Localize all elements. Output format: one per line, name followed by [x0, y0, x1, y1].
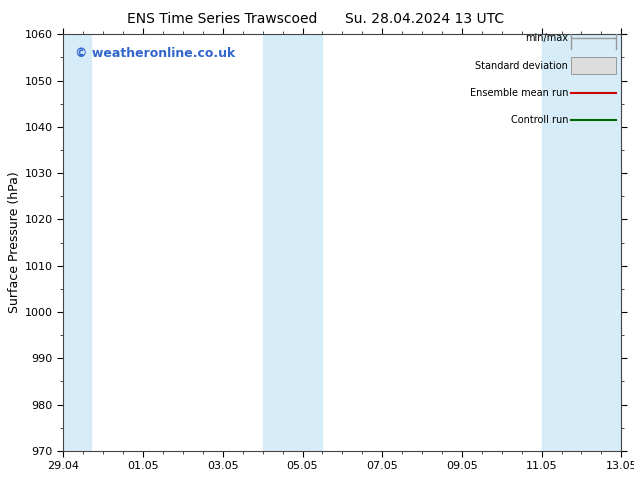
Bar: [63, 34, 91, 451]
Text: Ensemble mean run: Ensemble mean run: [470, 88, 568, 98]
Bar: [571, 57, 616, 74]
Text: min/max: min/max: [526, 33, 568, 44]
Text: Standard deviation: Standard deviation: [476, 61, 568, 71]
Bar: [541, 34, 621, 451]
Text: © weatheronline.co.uk: © weatheronline.co.uk: [75, 47, 235, 60]
Y-axis label: Surface Pressure (hPa): Surface Pressure (hPa): [8, 172, 21, 314]
Text: ENS Time Series Trawscoed: ENS Time Series Trawscoed: [127, 12, 317, 26]
Bar: [262, 34, 323, 451]
Text: Controll run: Controll run: [511, 115, 568, 124]
Text: Su. 28.04.2024 13 UTC: Su. 28.04.2024 13 UTC: [346, 12, 504, 26]
